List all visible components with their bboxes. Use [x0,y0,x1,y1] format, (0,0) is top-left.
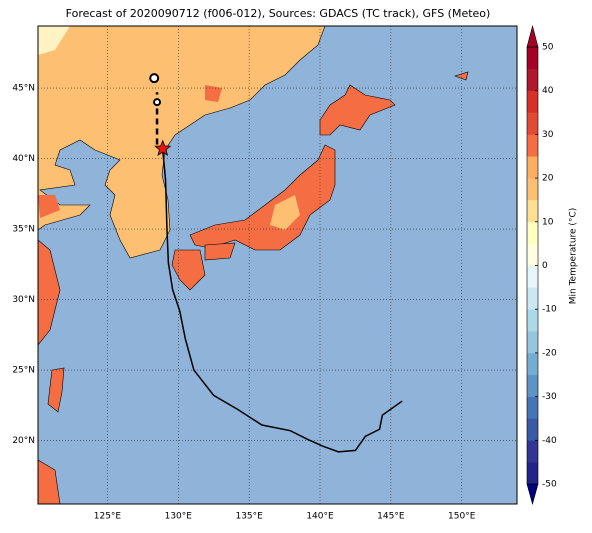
taiwan [47,367,65,413]
colorbar-tick-label: 30 [542,130,554,140]
y-tick-label: 40°N [12,154,35,164]
hokkaido [319,84,396,136]
colorbar-band [527,156,538,179]
colorbar-tick-label: 40 [542,86,554,96]
position-marker [149,73,160,84]
x-tick-label: 140°E [306,512,334,522]
x-tick-label: 150°E [448,512,476,522]
colorbar-band [527,309,538,332]
coast-south-china [38,239,61,346]
land [38,26,469,504]
y-tick-label: 30°N [12,295,35,305]
colorbar-tick-label: -40 [542,436,557,446]
colorbar-band [527,352,538,376]
colorbar-tick-label: 10 [542,217,554,227]
position-marker [153,98,162,107]
colorbar-band [527,134,538,157]
mainland [38,26,326,259]
y-tick-label: 35°N [12,225,35,235]
y-tick-label: 25°N [12,366,35,376]
x-tick-label: 145°E [377,512,405,522]
colorbar-tick-label: 0 [542,261,548,271]
map-frame [37,25,518,505]
colorbar-band [527,68,538,91]
current-position [154,139,172,157]
hainan-coast [38,459,61,504]
y-tick-label: 45°N [12,84,35,94]
colorbar-band [527,221,538,244]
colorbar-band [527,199,538,223]
colorbar-band [527,418,538,441]
colorbar-tick-label: -20 [542,348,557,358]
colorbar-band [527,265,538,288]
y-tick-label: 20°N [12,436,35,446]
colorbar-tick-label: 20 [542,174,554,184]
colorbar-band [527,462,538,485]
colorbar-band [527,287,538,310]
colorbar-band [527,440,538,463]
map-title: Forecast of 2020090712 (f006-012), Sourc… [66,7,491,20]
x-tick-label: 130°E [165,512,193,522]
shikoku [204,242,236,261]
colorbar-tick-label: -30 [542,392,557,402]
x-tick-label: 135°E [235,512,263,522]
colorbar-band [527,243,538,266]
colorbar-band [527,90,538,113]
x-tick-label: 125°E [94,512,122,522]
colorbar-band [527,374,538,397]
colorbar-band [527,178,538,201]
colorbar-band [527,47,538,70]
colorbar-extend-top [526,24,539,48]
colorbar-band [527,331,538,354]
tc-track [161,150,403,453]
colorbar-band [527,112,538,135]
colorbar-tick-label: 50 [542,43,554,53]
colorbar-extend-bottom [526,483,539,506]
colorbar-tick-label: -50 [542,480,557,490]
colorbar-label: Min Temperature (°C) [569,208,579,305]
colorbar-band [527,396,538,419]
kyushu [171,249,206,291]
colorbar-tick-label: -10 [542,305,557,315]
